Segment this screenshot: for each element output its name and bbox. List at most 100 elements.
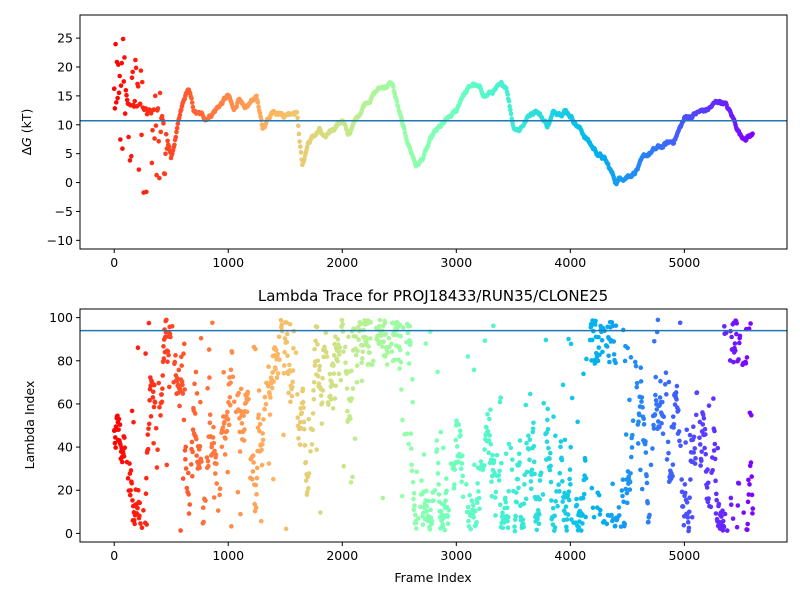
lambda-point	[682, 482, 688, 487]
lambda-point	[282, 349, 287, 355]
lambda-point	[186, 492, 191, 497]
lambda-point	[293, 350, 299, 355]
lambda-point	[217, 486, 223, 491]
lambda-point	[192, 381, 197, 387]
lambda-point	[597, 507, 603, 513]
lambda-point	[720, 508, 725, 514]
dg-point	[158, 129, 164, 135]
lambda-point	[160, 386, 165, 391]
lambda-point	[173, 353, 178, 358]
lambda-point	[644, 480, 650, 486]
lambda-point	[358, 321, 364, 326]
lambda-point	[260, 431, 266, 436]
lambda-point	[655, 317, 661, 323]
dg-point	[162, 171, 168, 177]
lambda-point	[287, 362, 292, 368]
lambda-point	[607, 359, 612, 365]
lambda-point	[271, 379, 276, 384]
lambda-point	[597, 352, 602, 358]
lambda-point	[219, 444, 225, 450]
lambda-point	[493, 489, 499, 495]
lambda-point	[713, 478, 718, 484]
lambda-point	[235, 489, 241, 495]
lambda-point	[508, 445, 514, 451]
lambda-point	[316, 381, 322, 386]
lambda-point	[475, 481, 480, 486]
lambda-point	[625, 345, 630, 351]
lambda-point	[624, 500, 630, 506]
lambda-point	[225, 417, 231, 422]
lambda-point	[568, 482, 573, 487]
lambda-point	[552, 525, 558, 530]
lambda-point	[685, 515, 691, 520]
lambda-point	[407, 323, 413, 329]
lambda-point	[651, 338, 657, 344]
lambda-point	[200, 505, 206, 510]
lambda-point	[324, 354, 330, 359]
lambda-point	[691, 450, 696, 455]
lambda-point	[186, 511, 192, 516]
dg-x-tick-label: 2000	[326, 255, 358, 270]
lambda-point	[341, 463, 347, 469]
lambda-point	[556, 482, 561, 488]
lambda-title: Lambda Trace for PROJ18433/RUN35/CLONE25	[258, 287, 608, 305]
dg-point	[234, 104, 239, 109]
dg-point	[166, 144, 172, 149]
lambda-point	[610, 481, 615, 487]
lambda-point	[545, 406, 551, 412]
lambda-point	[113, 445, 118, 450]
lambda-point	[622, 358, 628, 364]
lambda-point	[703, 432, 708, 437]
lambda-point	[517, 438, 523, 443]
lambda-point	[692, 461, 698, 466]
lambda-point	[611, 339, 617, 344]
lambda-point	[489, 479, 494, 484]
dg-y-tick-label: −5	[55, 204, 73, 219]
lambda-point	[530, 429, 536, 435]
lambda-point	[179, 363, 185, 368]
dg-panel: 0 1000 2000 3000 4000 5000 −10 −5 0 5 10 15 20 25 ΔG…	[19, 14, 788, 270]
lambda-point	[263, 401, 269, 407]
dg-point	[508, 111, 514, 117]
lambda-point	[748, 321, 753, 326]
lambda-point	[409, 468, 415, 474]
lambda-point	[732, 341, 738, 346]
lambda-point	[532, 471, 537, 477]
lambda-point	[207, 412, 213, 418]
lambda-point	[241, 413, 247, 418]
lambda-point	[566, 489, 572, 494]
lambda-point	[558, 439, 564, 444]
lambda-point	[157, 405, 162, 410]
lambda-point	[521, 501, 527, 506]
lambda-point	[510, 457, 515, 462]
lambda-point	[143, 491, 149, 496]
lambda-point	[490, 452, 495, 458]
lambda-point	[745, 521, 750, 527]
dg-y-tick-label: 0	[65, 175, 73, 190]
lambda-point	[229, 524, 234, 529]
lambda-point	[384, 362, 390, 367]
lambda-point	[380, 344, 385, 349]
lambda-point	[349, 368, 354, 374]
lambda-point	[440, 524, 446, 530]
lambda-point	[350, 474, 355, 480]
lambda-point	[144, 475, 149, 481]
lambda-point	[354, 379, 360, 385]
lambda-point	[259, 447, 264, 453]
lambda-point	[741, 510, 746, 515]
lambda-point	[702, 426, 708, 432]
lambda-point	[193, 369, 199, 375]
lambda-point	[593, 318, 598, 324]
lambda-point	[331, 371, 337, 376]
lambda-point	[335, 336, 341, 342]
lambda-point	[700, 422, 706, 427]
lambda-point	[281, 370, 287, 376]
lambda-point	[686, 509, 692, 515]
dg-point	[254, 93, 259, 99]
lambda-point	[184, 485, 190, 491]
dg-point	[507, 104, 512, 109]
lambda-point	[536, 521, 542, 527]
dg-point	[508, 107, 513, 113]
dg-point	[149, 160, 155, 166]
lambda-point	[199, 459, 204, 464]
